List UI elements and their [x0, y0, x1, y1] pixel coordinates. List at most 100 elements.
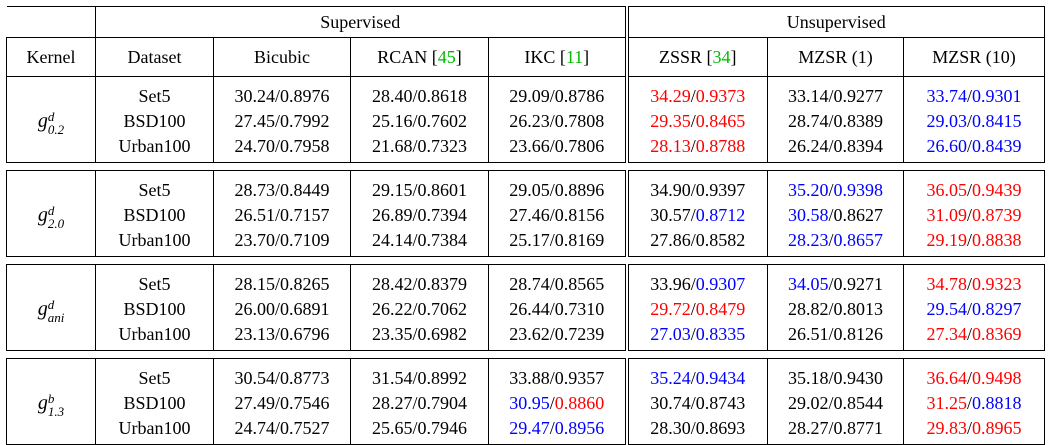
column-header-label: MZSR (1)	[798, 47, 873, 67]
table-row: Urban100 23.13/0.6796 23.35/0.6982 23.62/0.…	[7, 321, 1045, 351]
psnr-value: 31.09	[926, 204, 967, 225]
dataset-cell: BSD100	[95, 296, 214, 321]
ssim-value: 0.8389	[833, 110, 884, 131]
psnr-value: 29.35	[650, 110, 691, 131]
kernel-subscript: 0.2	[47, 121, 65, 137]
column-header-ikc: IKC [11]	[488, 37, 627, 77]
ssim-value: 0.7062	[417, 298, 468, 319]
ssim-value: 0.8618	[417, 85, 468, 106]
psnr-value: 31.54	[371, 367, 413, 388]
psnr-value: 28.42	[371, 273, 413, 294]
metric-cell: 26.24/0.8394	[767, 133, 904, 163]
ssim-value: 0.8565	[554, 273, 605, 294]
metric-cell: 29.19/0.8838	[903, 227, 1045, 257]
citation-ref[interactable]: 11	[565, 47, 584, 67]
column-header-mzsr-10: MZSR (10)	[903, 37, 1045, 77]
ssim-value: 0.8992	[417, 367, 468, 388]
psnr-value: 36.05	[926, 179, 967, 200]
metric-cell: 29.54/0.8297	[903, 296, 1045, 321]
ssim-value: 0.8265	[280, 273, 330, 294]
psnr-value: 27.49	[234, 392, 275, 413]
ssim-value: 0.8786	[554, 85, 605, 106]
metric-cell: 26.44/0.7310	[488, 296, 627, 321]
psnr-value: 30.95	[509, 392, 550, 413]
table-row: BSD100 27.45/0.7992 25.16/0.7602 26.23/0.78…	[7, 108, 1045, 133]
psnr-value: 34.90	[650, 179, 691, 200]
column-header-bicubic: Bicubic	[213, 37, 351, 77]
psnr-value: 28.40	[371, 85, 413, 106]
psnr-value: 27.34	[926, 323, 967, 344]
metric-cell: 28.15/0.8265	[213, 264, 351, 296]
ssim-value: 0.8739	[972, 204, 1022, 225]
metric-cell: 27.49/0.7546	[213, 390, 351, 415]
ssim-value: 0.7157	[280, 204, 330, 225]
metric-cell: 30.58/0.8627	[767, 202, 904, 227]
metric-cell: 29.72/0.8479	[624, 296, 768, 321]
ssim-value: 0.9439	[972, 179, 1022, 200]
metric-cell: 34.29/0.9373	[624, 76, 768, 108]
metric-cell: 33.74/0.9301	[903, 76, 1045, 108]
metric-cell: 33.88/0.9357	[488, 358, 627, 390]
ssim-value: 0.7109	[280, 229, 330, 250]
ssim-value: 0.7394	[417, 204, 468, 225]
kernel-cell: g d 2.0	[6, 170, 96, 257]
metric-cell: 31.25/0.8818	[903, 390, 1045, 415]
kernel-scripts: d ani	[48, 298, 65, 324]
kernel-symbol: g	[37, 204, 48, 227]
psnr-value: 27.03	[650, 323, 691, 344]
ssim-value: 0.8693	[695, 417, 746, 438]
metric-cell: 23.13/0.6796	[213, 321, 351, 351]
psnr-value: 25.17	[509, 229, 550, 250]
dataset-cell: Urban100	[95, 321, 214, 351]
metric-cell: 34.90/0.9397	[624, 170, 768, 202]
psnr-value: 26.51	[234, 204, 275, 225]
metric-cell: 27.03/0.8335	[624, 321, 768, 351]
ssim-value: 0.8965	[972, 417, 1022, 438]
metric-cell: 24.14/0.7384	[350, 227, 489, 257]
psnr-value: 29.05	[509, 179, 550, 200]
psnr-value: 28.74	[509, 273, 550, 294]
psnr-value: 30.74	[650, 392, 691, 413]
kernel-cell: g b 1.3	[6, 358, 96, 445]
ssim-value: 0.9357	[554, 367, 605, 388]
ssim-value: 0.8297	[972, 298, 1022, 319]
metric-cell: 23.70/0.7109	[213, 227, 351, 257]
metric-cell: 26.22/0.7062	[350, 296, 489, 321]
dataset-cell: BSD100	[95, 202, 214, 227]
citation-ref[interactable]: 34	[712, 47, 731, 67]
kernel-superscript: d	[47, 296, 55, 312]
metric-cell: 28.74/0.8389	[767, 108, 904, 133]
psnr-value: 35.18	[787, 367, 829, 388]
psnr-value: 28.23	[787, 229, 829, 250]
ssim-value: 0.8627	[833, 204, 884, 225]
column-header-dataset: Dataset	[95, 37, 214, 77]
psnr-value: 26.24	[787, 135, 829, 156]
psnr-value: 29.47	[509, 417, 550, 438]
metric-cell: 35.24/0.9434	[624, 358, 768, 390]
column-header-kernel: Kernel	[6, 37, 96, 77]
table-row: g b 1.3 Set5 30.54/0.8773 31.54/0.8992 33.88/0…	[6, 358, 1045, 445]
kernel-superscript: d	[47, 108, 55, 124]
section-gap-cell	[7, 257, 1045, 265]
psnr-value: 23.62	[509, 323, 550, 344]
ssim-value: 0.8743	[695, 392, 746, 413]
dataset-cell: Set5	[95, 76, 214, 108]
metric-cell: 28.42/0.8379	[350, 264, 489, 296]
ssim-value: 0.8582	[695, 229, 746, 250]
psnr-value: 29.19	[926, 229, 967, 250]
metric-cell: 30.54/0.8773	[213, 358, 351, 390]
psnr-value: 23.70	[234, 229, 275, 250]
ssim-value: 0.9498	[972, 367, 1022, 388]
citation-ref[interactable]: 45	[437, 47, 456, 67]
metric-cell: 27.46/0.8156	[488, 202, 627, 227]
table-row: Urban100 24.74/0.7527 25.65/0.7946 29.47/0.…	[7, 415, 1045, 445]
table-row: g d 2.0 Set5 28.73/0.8449 29.15/0.8601 29.05/0…	[6, 170, 1045, 257]
psnr-value: 25.65	[371, 417, 413, 438]
ssim-value: 0.8544	[833, 392, 884, 413]
ssim-value: 0.7546	[280, 392, 330, 413]
table-row: BSD100 26.51/0.7157 26.89/0.7394 27.46/0.81…	[7, 202, 1045, 227]
psnr-value: 30.24	[234, 85, 275, 106]
group-header-supervised: Supervised	[95, 6, 627, 38]
ssim-value: 0.6982	[417, 323, 468, 344]
psnr-value: 24.74	[234, 417, 275, 438]
